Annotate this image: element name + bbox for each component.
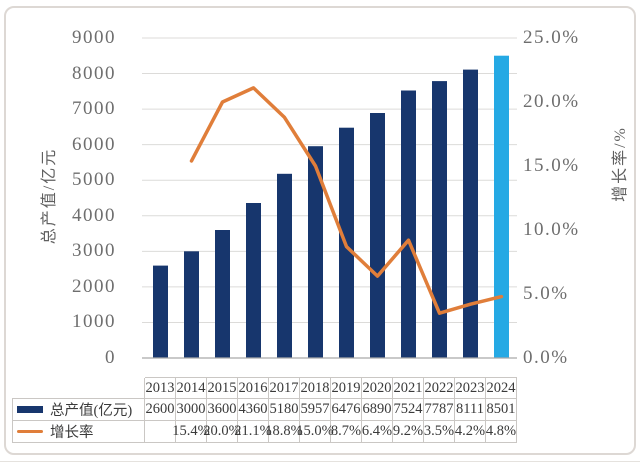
bar-2013: [153, 265, 168, 358]
growth-line: [189, 86, 504, 315]
left-axis-title: 总产值/亿元: [41, 147, 58, 245]
left-axis-tick-label: 7000: [72, 98, 116, 120]
output-value-cell: 7524: [393, 399, 424, 421]
table-left-border: [12, 399, 13, 443]
left-axis-tick-label: 9000: [72, 27, 116, 48]
left-axis-tick-label: 8000: [72, 62, 116, 84]
year-header-cell: 2022: [424, 378, 455, 399]
legend-growth-series: 增长率: [12, 421, 145, 443]
left-axis-tick-label: 1000: [72, 311, 116, 333]
right-axis-tick-label: 20.0%: [523, 91, 580, 112]
output-series-swatch: [17, 406, 43, 413]
right-axis-tick-label: 0.0%: [523, 347, 569, 368]
data-table: 2013 2014 2015 2016 2017 2018 2019 2020 2021 2022…: [12, 378, 517, 443]
output-value-cell: 6890: [362, 399, 393, 421]
left-axis-tick-label: 0: [105, 347, 116, 368]
year-header-cell: 2023: [455, 378, 486, 399]
right-axis-tick-label: 25.0%: [523, 27, 580, 48]
year-header-cell: 2024: [486, 378, 517, 399]
left-axis-tick-label: 6000: [72, 133, 116, 155]
year-header-cell: 2021: [393, 378, 424, 399]
year-header-cell: 2018: [300, 378, 331, 399]
left-axis-tick-label: 2000: [72, 275, 116, 297]
right-axis-tick-label: 10.0%: [523, 219, 580, 240]
right-axis-tick-label: 5.0%: [523, 283, 569, 304]
growth-value-cell: 6.4%: [362, 421, 393, 443]
gridlines: [142, 37, 517, 323]
output-value-cell: 5180: [269, 399, 300, 421]
growth-value-cell: 3.5%: [424, 421, 455, 443]
growth-value-cell: 21.1%: [234, 421, 272, 443]
legend-output-series: 总产值(亿元): [12, 399, 145, 421]
bar-2014: [184, 251, 199, 358]
growth-value-cell: 15.0%: [296, 421, 334, 443]
page-bottom-divider: [0, 461, 640, 462]
growth-value-cell: 15.4%: [172, 421, 210, 443]
year-header-cell: 2015: [207, 378, 238, 399]
left-axis-tick-label: 4000: [72, 204, 116, 226]
bar-2023: [463, 69, 478, 358]
growth-series-swatch: [17, 429, 43, 434]
growth-value-cell: 8.7%: [331, 421, 362, 443]
right-axis-tick-label: 15.0%: [523, 155, 580, 176]
legend-label: 增长率: [50, 425, 94, 441]
growth-value-cell: 4.8%: [486, 421, 517, 443]
output-value-cell: 8501: [486, 399, 517, 421]
bar-series: [153, 55, 509, 358]
bar-2020: [370, 113, 385, 358]
year-header-cell: 2017: [269, 378, 300, 399]
growth-value-cell: 20.0%: [203, 421, 241, 443]
year-header-cell: 2019: [331, 378, 362, 399]
bar-2016: [246, 203, 261, 358]
output-value-cell: 6476: [331, 399, 362, 421]
output-value-cell: 4360: [238, 399, 269, 421]
year-header-cell: 2013: [145, 378, 176, 399]
year-header-cell: 2020: [362, 378, 393, 399]
legend-label: 总产值(亿元): [50, 403, 133, 419]
left-axis-tick-label: 3000: [72, 240, 116, 262]
table-corner-cell: [12, 378, 145, 399]
bar-2021: [401, 90, 416, 358]
growth-value-cell: 9.2%: [393, 421, 424, 443]
output-value-cell: 3000: [176, 399, 207, 421]
year-header-cell: 2016: [238, 378, 269, 399]
bar-2017: [277, 173, 292, 358]
output-value-cell: 5957: [300, 399, 331, 421]
output-value-cell: 8111: [455, 399, 486, 421]
growth-value-cell: 4.2%: [455, 421, 486, 443]
year-header-cell: 2014: [176, 378, 207, 399]
left-axis-tick-label: 5000: [72, 169, 116, 191]
growth-value-cell: [145, 421, 176, 443]
bar-2024: [494, 55, 509, 358]
right-axis-title: 增长率/%: [612, 126, 629, 202]
table-top-border: [145, 377, 517, 378]
output-value-cell: 7787: [424, 399, 455, 421]
bar-2018: [308, 146, 323, 358]
bar-2015: [215, 230, 230, 358]
bar-2022: [432, 81, 447, 358]
output-value-cell: 3600: [207, 399, 238, 421]
output-value-cell: 2600: [145, 399, 176, 421]
growth-value-cell: 18.8%: [265, 421, 303, 443]
